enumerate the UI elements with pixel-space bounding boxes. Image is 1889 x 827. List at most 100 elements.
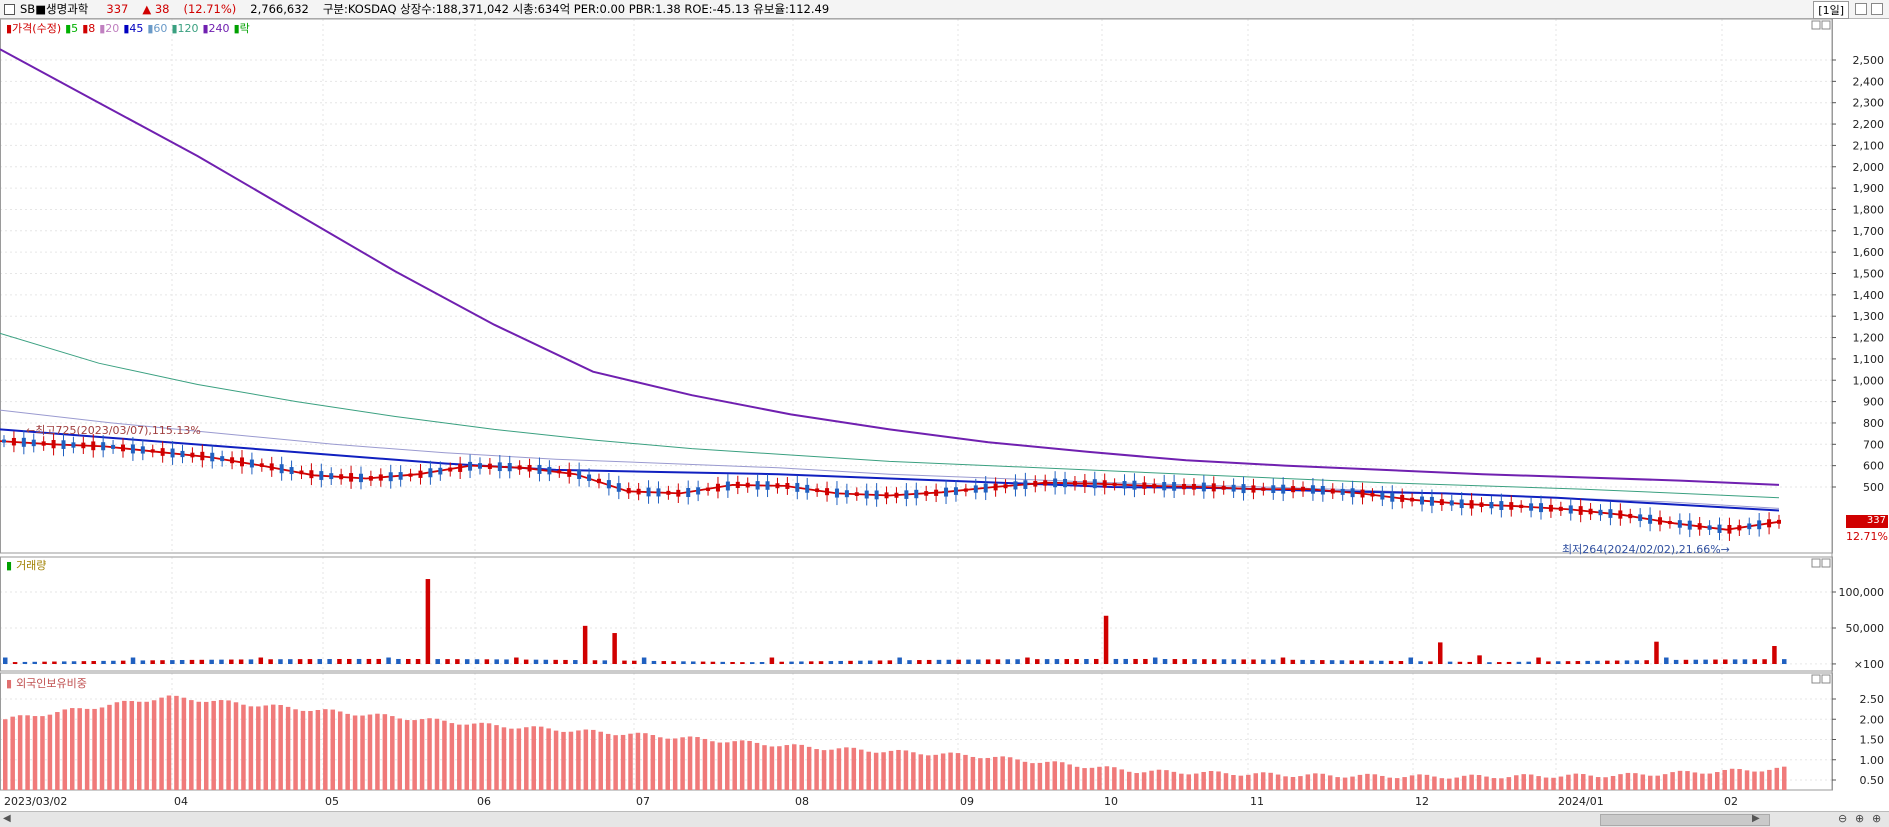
foreign-bar bbox=[725, 742, 730, 790]
foreign-bar bbox=[457, 724, 462, 790]
foreign-bar bbox=[1059, 762, 1065, 790]
foreign-bar bbox=[1506, 777, 1512, 790]
volume-bar bbox=[671, 661, 676, 664]
zoom-in-icon[interactable]: ⊕ bbox=[1855, 812, 1865, 825]
volume-bar bbox=[1723, 659, 1728, 664]
panel-maximize-icon bbox=[1821, 20, 1831, 30]
candle-body bbox=[150, 449, 155, 453]
foreign-bar bbox=[1469, 774, 1474, 790]
foreign-bar bbox=[241, 704, 246, 790]
candle-body bbox=[1241, 484, 1246, 494]
foreign-bar bbox=[263, 705, 269, 790]
candle-body bbox=[81, 442, 86, 449]
volume-bar bbox=[356, 658, 362, 664]
volume-bar bbox=[219, 659, 224, 664]
candle-body bbox=[2, 439, 6, 443]
candle-body bbox=[577, 469, 582, 479]
date-tick-label: 2023/03/02 bbox=[4, 795, 67, 808]
volume-bar bbox=[396, 658, 401, 664]
foreign-bar bbox=[568, 731, 574, 790]
price-line bbox=[0, 440, 1780, 531]
candle-body bbox=[378, 474, 383, 481]
foreign-bar bbox=[992, 756, 998, 790]
candle-body bbox=[1618, 510, 1623, 519]
volume-tick-label: ×100 bbox=[1854, 658, 1884, 671]
foreign-bar bbox=[434, 718, 440, 790]
volume-bar bbox=[1467, 661, 1472, 664]
candle-body bbox=[398, 472, 403, 480]
volume-bar bbox=[1143, 658, 1148, 664]
volume-bar bbox=[1526, 661, 1531, 664]
volume-bar bbox=[268, 659, 273, 664]
foreign-bar bbox=[17, 715, 23, 790]
candle-body bbox=[963, 488, 968, 492]
current-pct-label: 12.71% bbox=[1846, 530, 1888, 543]
price-tick-label: 1,500 bbox=[1853, 268, 1885, 281]
candle-body bbox=[834, 488, 839, 498]
foreign-bar bbox=[643, 733, 648, 790]
date-tick-label: 11 bbox=[1250, 795, 1264, 808]
volume-bar bbox=[867, 660, 873, 664]
volume-bar bbox=[681, 661, 686, 664]
foreign-bar bbox=[32, 716, 38, 790]
candle-body bbox=[686, 488, 691, 497]
candle-body bbox=[239, 457, 244, 467]
volume-bar bbox=[1359, 660, 1364, 664]
candle-body bbox=[1013, 481, 1018, 490]
zoom-out-icon[interactable]: ⊖ bbox=[1838, 812, 1848, 825]
volume-bar bbox=[179, 659, 185, 664]
scroll-left-icon[interactable]: ◀ bbox=[3, 813, 11, 824]
candle-body bbox=[765, 481, 770, 490]
foreign-bar bbox=[925, 755, 931, 790]
volume-bar bbox=[405, 658, 411, 664]
volume-bar bbox=[1103, 615, 1109, 664]
volume-bar bbox=[936, 659, 942, 664]
volume-bar bbox=[3, 657, 8, 664]
foreign-bar bbox=[524, 727, 529, 790]
price-tick-label: 1,600 bbox=[1853, 246, 1885, 259]
legend-item: ▮240 bbox=[202, 22, 230, 35]
foreign-bar bbox=[1417, 774, 1422, 790]
foreign-bar bbox=[285, 706, 291, 790]
maximize-icon[interactable] bbox=[1871, 3, 1883, 15]
volume-bar bbox=[1644, 660, 1649, 664]
candle-body bbox=[1370, 492, 1375, 497]
zoom-reset-icon[interactable]: ⊕ bbox=[1872, 812, 1882, 825]
date-tick-label: 09 bbox=[960, 795, 974, 808]
volume-bar bbox=[1654, 641, 1659, 664]
foreign-bar bbox=[695, 737, 700, 790]
foreign-bar bbox=[1313, 773, 1318, 790]
candle-body bbox=[1459, 499, 1464, 509]
candle-body bbox=[1558, 506, 1563, 511]
candle-body bbox=[537, 464, 542, 474]
candle-body bbox=[725, 481, 730, 491]
foreign-bar bbox=[814, 749, 819, 790]
trade-volume: 2,766,632 bbox=[250, 2, 309, 16]
foreign-bar bbox=[1380, 775, 1385, 790]
header-checkbox[interactable] bbox=[4, 3, 15, 15]
scroll-thumb[interactable] bbox=[1600, 814, 1770, 826]
foreign-bar bbox=[1231, 775, 1236, 790]
minimize-icon[interactable] bbox=[1855, 3, 1867, 15]
foreign-bar bbox=[1000, 756, 1005, 790]
high-annotation: ←최고725(2023/03/07),115.13% bbox=[26, 424, 201, 437]
volume-bar bbox=[1398, 661, 1404, 664]
volume-bar bbox=[120, 660, 126, 664]
candle-body bbox=[279, 464, 284, 474]
foreign-bar bbox=[1409, 775, 1415, 790]
horizontal-scrollbar[interactable]: ◀ ▶ ⊖ ⊕ ⊕ bbox=[0, 811, 1889, 827]
foreign-bar bbox=[1097, 766, 1102, 790]
foreign-bar bbox=[1729, 768, 1735, 790]
volume-bar bbox=[91, 661, 96, 664]
foreign-bar bbox=[1119, 769, 1125, 790]
candle-body bbox=[497, 462, 502, 472]
candle-body bbox=[1529, 503, 1534, 511]
candle-body bbox=[41, 441, 46, 446]
price-legend: ▮가격(수정) ▮5 ▮8 ▮20 ▮45 ▮60 ▮120 ▮240 ▮락 bbox=[6, 20, 254, 36]
candle-body bbox=[220, 456, 225, 462]
volume-bar bbox=[150, 660, 155, 664]
foreign-bar bbox=[1260, 772, 1266, 790]
foreign-tick-label: 2.00 bbox=[1860, 713, 1885, 726]
scroll-right-icon[interactable]: ▶ bbox=[1752, 813, 1760, 824]
volume-legend: ▮ 거래량 bbox=[6, 559, 47, 572]
